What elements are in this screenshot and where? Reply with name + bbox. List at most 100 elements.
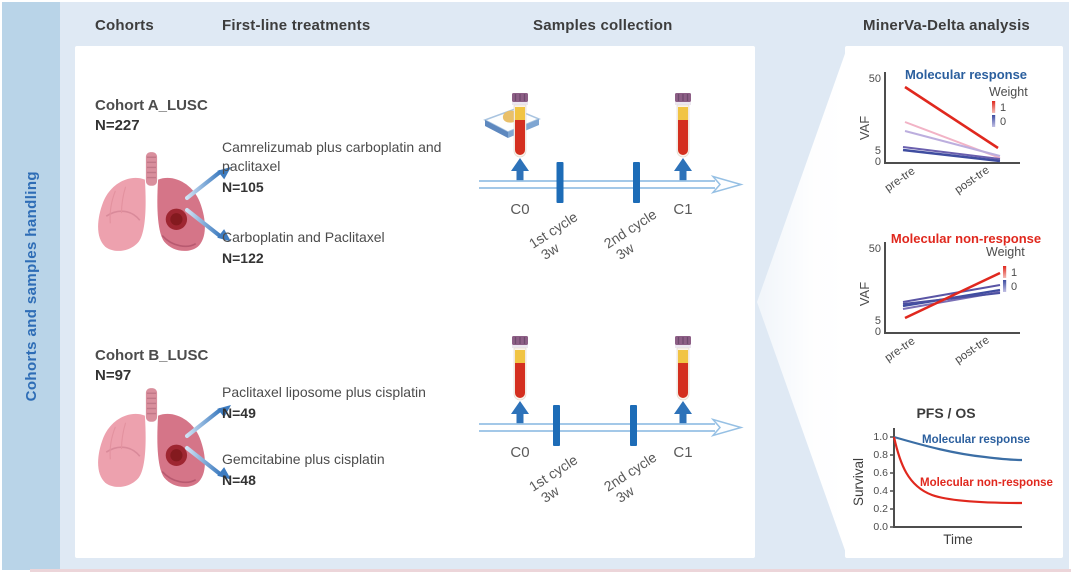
treatment-a1-n: N=105 [222,179,264,195]
legend-colorbar-red [1003,266,1007,278]
cycle2-tick-bar [630,405,637,446]
cycle2-label: 2nd cycle 3w [601,206,659,263]
chart1-legend: Weight 1 0 [989,85,1028,128]
timepoint-c1-label: C1 [673,201,692,218]
sample-up-arrow-c1 [674,401,692,424]
svg-text:0.8: 0.8 [873,449,888,461]
cycle1-tick-bar [556,162,564,203]
blood-tube-icon-c0 [511,92,529,158]
blood-tube-icon-c1 [674,92,692,158]
svg-text:1.0: 1.0 [873,431,888,443]
treatment-a2-n: N=122 [222,250,264,266]
chart1-series-lines [902,85,1001,163]
chart2-ytick-50: 50 [869,243,881,255]
treatment-a1: Camrelizumab plus carboplatin and paclit… [222,138,457,197]
timeline-axis [479,175,744,194]
treatment-b1-n: N=49 [222,405,256,421]
treatment-arrow-b2 [185,446,231,480]
treatment-arrow-a1 [185,167,231,200]
cohort-b-name: Cohort B_LUSC [95,347,209,364]
timeline-cohort-a: C0 C1 1st cycle 3w 2nd cycle 3w [479,92,744,263]
treatment-b2: Gemcitabine plus cisplatin N=48 [222,450,492,490]
chart1-ylabel: VAF [857,116,872,140]
chart1-title: Molecular response [905,67,1027,82]
timeline-axis [479,418,744,437]
chart3-label-non-response: Molecular non-response [920,477,1053,489]
chart-pfs-os-survival: PFS / OS Survival 1.0 0.8 0.6 0.4 0.2 0.… [851,405,1053,547]
sample-up-arrow-c1 [674,158,692,181]
treatment-a1-label: Camrelizumab plus carboplatin and paclit… [222,139,442,174]
timepoint-c1-label: C1 [673,444,692,461]
header-samples-collection: Samples collection [533,17,673,34]
chart1-ytick-50: 50 [869,73,881,85]
treatment-b1-label: Paclitaxel liposome plus cisplatin [222,384,426,400]
legend-colorbar-blue [992,115,996,127]
svg-text:0.4: 0.4 [873,485,888,497]
cohort-a-name: Cohort A_LUSC [95,97,208,114]
svg-text:post-tre: post-tre [953,164,992,196]
chart2-xtick-pre: pre-tre [883,335,918,364]
chart3-label-response: Molecular response [922,434,1030,446]
chart2-series-lines [902,271,1001,320]
section-sidebar-label: Cohorts and samples handling [22,170,40,402]
chart-molecular-non-response: Molecular non-response VAF 50 5 0 pre-tr… [857,231,1041,366]
chart2-legend-0: 0 [1011,281,1017,293]
cycle1-label: 1st cycle 3w [526,208,581,262]
timepoint-c0-label: C0 [510,201,529,218]
chart2-legend-1: 1 [1011,267,1017,279]
chart1-ytick-5: 5 [875,145,881,157]
next-section-strip [30,569,1071,572]
tissue-slide-icon [483,108,541,138]
timeline-cohort-b: C0 C1 1st cycle 3w 2nd cycle 3w [479,335,744,506]
sample-up-arrow-c0 [511,158,529,181]
blood-tube-icon-c0 [511,335,529,401]
legend-colorbar-blue [1003,280,1007,292]
chart1-legend-title: Weight [989,85,1028,99]
chart1-legend-0: 0 [1000,116,1006,128]
chart2-axes [884,242,1020,334]
chart3-ylabel: Survival [851,458,866,506]
zoom-wedge-connector [757,48,847,556]
cycle1-label: 1st cycle 3w [526,451,581,505]
treatment-arrow-a2 [185,208,231,242]
cycle2-label: 2nd cycle 3w [601,449,659,506]
section-sidebar: Cohorts and samples handling [2,2,60,570]
cohort-b-name-block: Cohort B_LUSC N=97 [95,346,208,386]
svg-text:0.0: 0.0 [873,521,888,533]
chart2-title: Molecular non-response [891,231,1041,246]
svg-text:0.6: 0.6 [873,467,888,479]
chart1-ytick-0: 0 [875,156,881,168]
svg-text:pre-tre: pre-tre [883,335,918,364]
chart2-ytick-0: 0 [875,326,881,338]
chart2-xtick-post: post-tre [953,334,992,366]
svg-text:post-tre: post-tre [953,334,992,366]
legend-colorbar-red [992,101,996,113]
chart3-axes [893,428,1022,528]
svg-text:pre-tre: pre-tre [883,165,918,194]
chart2-legend-title: Weight [986,245,1025,259]
header-first-line-treatments: First-line treatments [222,17,371,34]
chart1-legend-1: 1 [1000,102,1006,114]
sample-up-arrow-c0 [511,401,529,424]
survival-curve-response [893,435,1023,462]
survival-curve-non-response [892,436,1023,505]
cohorts-panel: Cohort A_LUSC N=227 Camrelizumab plus ca… [75,46,755,558]
timepoint-c0-label: C0 [510,444,529,461]
svg-text:0.2: 0.2 [873,503,888,515]
chart3-xlabel: Time [943,532,973,547]
treatment-arrow-b1 [185,405,231,438]
chart1-xtick-post: post-tre [953,164,992,196]
chart2-ytick-5: 5 [875,315,881,327]
treatment-b2-n: N=48 [222,472,256,488]
cohort-a-n: N=227 [95,117,140,134]
cohort-a-name-block: Cohort A_LUSC N=227 [95,96,208,136]
cohort-b-n: N=97 [95,367,132,384]
blood-tube-icon-c1 [674,335,692,401]
chart-molecular-response: Molecular response VAF 50 5 0 pre-tre po… [857,67,1028,196]
treatment-a2-label: Carboplatin and Paclitaxel [222,229,385,245]
treatment-b2-label: Gemcitabine plus cisplatin [222,451,385,467]
chart2-legend: Weight 1 0 [986,245,1025,293]
chart1-xtick-pre: pre-tre [883,165,918,194]
cycle1-tick-bar [553,405,560,446]
